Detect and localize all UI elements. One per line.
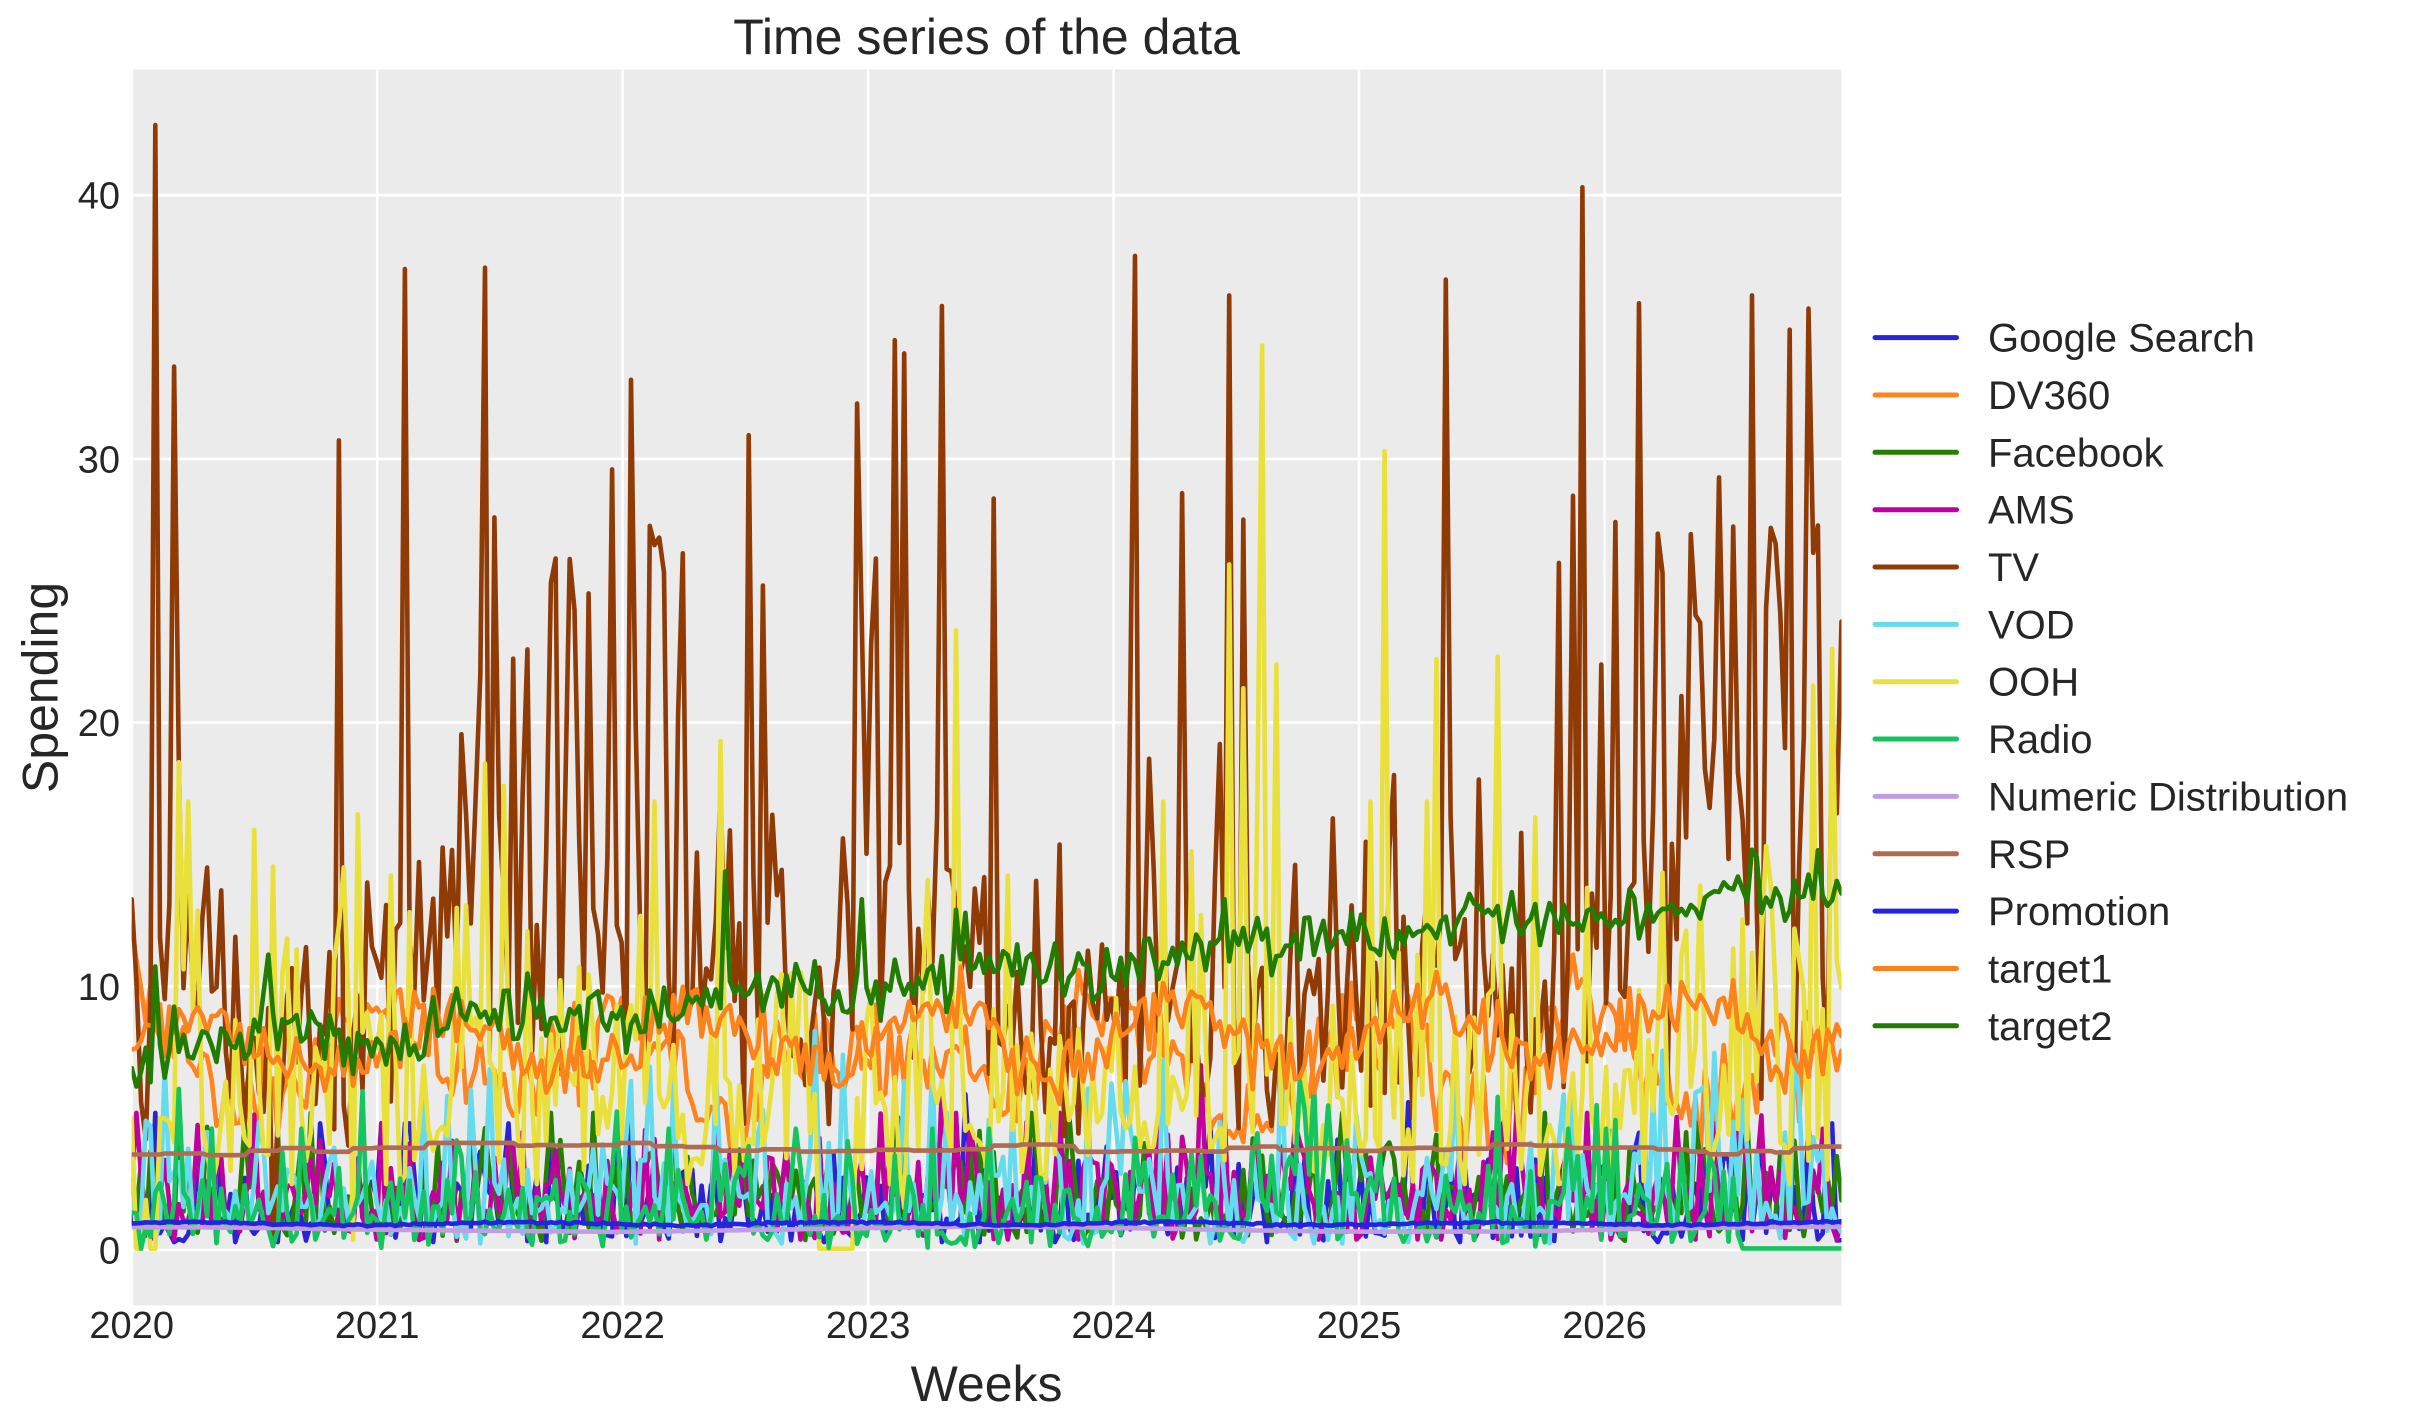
svg-text:RSP: RSP (1988, 833, 2070, 877)
svg-text:10: 10 (78, 967, 120, 1009)
svg-text:2024: 2024 (1071, 1305, 1156, 1347)
svg-text:Numeric Distribution: Numeric Distribution (1988, 775, 2348, 819)
svg-text:2020: 2020 (89, 1305, 174, 1347)
svg-text:40: 40 (78, 176, 120, 218)
svg-text:2026: 2026 (1562, 1305, 1647, 1347)
svg-text:Radio: Radio (1988, 718, 2093, 762)
svg-text:TV: TV (1988, 546, 2039, 590)
svg-text:2023: 2023 (826, 1305, 911, 1347)
svg-text:Promotion: Promotion (1988, 890, 2170, 934)
svg-text:OOH: OOH (1988, 661, 2079, 705)
svg-text:DV360: DV360 (1988, 374, 2110, 418)
svg-text:Facebook: Facebook (1988, 431, 2165, 475)
svg-text:0: 0 (99, 1231, 120, 1273)
svg-text:VOD: VOD (1988, 603, 2075, 647)
svg-text:Weeks: Weeks (911, 1356, 1063, 1412)
svg-text:target2: target2 (1988, 1005, 2113, 1049)
svg-text:2022: 2022 (580, 1305, 665, 1347)
svg-text:2021: 2021 (335, 1305, 420, 1347)
svg-text:20: 20 (78, 703, 120, 745)
svg-text:target1: target1 (1988, 948, 2113, 992)
svg-text:Spending: Spending (13, 582, 69, 793)
svg-text:Google Search: Google Search (1988, 317, 2255, 361)
svg-text:2025: 2025 (1317, 1305, 1402, 1347)
svg-text:Time series of the data: Time series of the data (733, 9, 1240, 65)
svg-text:AMS: AMS (1988, 489, 2075, 533)
svg-text:30: 30 (78, 439, 120, 481)
